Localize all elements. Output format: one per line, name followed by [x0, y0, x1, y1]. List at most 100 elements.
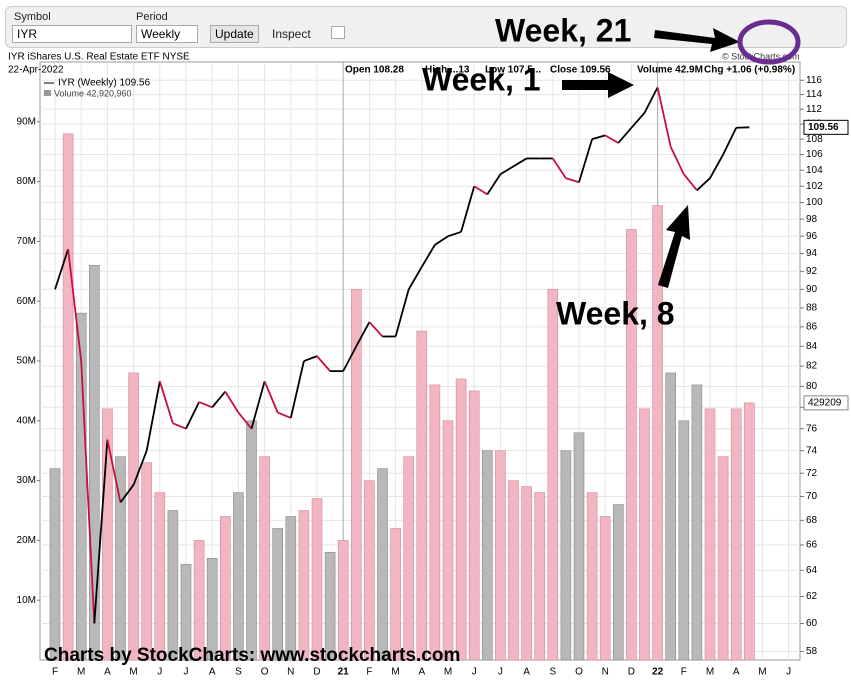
volume-bar	[49, 468, 61, 661]
volume-bar	[481, 450, 493, 661]
y2-tick-label: 10M	[17, 595, 36, 606]
price-segment	[499, 165, 514, 175]
price-segment	[683, 173, 698, 191]
price-segment	[578, 138, 593, 183]
volume-bar	[599, 516, 611, 661]
x-tick-label: O	[261, 667, 269, 678]
y2-tick-label: 80M	[17, 176, 36, 187]
volume-bar	[521, 486, 532, 661]
footer-credit: Charts by StockCharts: www.stockcharts.c…	[44, 645, 460, 666]
volume-bar	[573, 432, 585, 661]
volume-bar	[560, 450, 572, 661]
x-tick-label: M	[129, 667, 137, 678]
volume-bar	[691, 384, 703, 661]
volume-bar	[730, 408, 742, 661]
chart-title: IYR iShares U.S. Real Estate ETF NYSE	[8, 52, 190, 63]
volume-bar	[285, 516, 297, 661]
volume-bar	[89, 265, 100, 661]
x-tick-label: M	[77, 667, 85, 678]
volume-bar	[75, 312, 87, 661]
inspect-label[interactable]: Inspect	[272, 27, 311, 41]
volume-bar	[62, 133, 74, 661]
y-tick-label: 102	[806, 181, 823, 192]
volume-bar	[416, 330, 428, 661]
x-tick-label: O	[575, 667, 583, 678]
price-segment	[106, 439, 122, 503]
x-tick-label: A	[523, 667, 530, 678]
quote-field: Low 107.5...	[485, 65, 541, 76]
y2-tick-label: 30M	[17, 475, 36, 486]
y-tick-label: 88	[806, 303, 818, 314]
x-tick-label: D	[313, 667, 320, 678]
volume-bar	[350, 288, 362, 661]
y2-tick-label: 50M	[17, 356, 36, 367]
x-tick-label: J	[472, 667, 477, 678]
y-tick-label: 68	[806, 515, 818, 526]
y-tick-label: 60	[806, 618, 818, 629]
price-segment	[643, 86, 659, 114]
symbol-label: Symbol	[14, 11, 51, 23]
quote-field: Chg +1.06 (+0.98%)	[704, 65, 795, 76]
price-segment	[394, 289, 410, 337]
x-tick-label: D	[628, 667, 635, 678]
y2-tick-label: 90M	[17, 116, 36, 127]
last-price-label: 109.56	[808, 122, 839, 133]
volume-bar	[468, 390, 480, 661]
price-segment	[447, 231, 462, 238]
price-segment	[669, 146, 685, 175]
arrow	[562, 72, 634, 98]
price-segment	[342, 345, 358, 372]
price-segment	[630, 112, 646, 129]
volume-bar	[442, 420, 454, 661]
volume-bar	[508, 480, 519, 661]
price-segment	[185, 401, 200, 430]
period-select[interactable]: Weekly	[136, 25, 198, 43]
period-label: Period	[136, 11, 168, 23]
quote-field: Open 108.28	[345, 65, 404, 76]
price-segment	[696, 177, 711, 191]
chart-date: 22-Apr-2022	[8, 65, 64, 76]
last-volume-label: 429209	[808, 398, 842, 409]
highlight-circle	[737, 19, 801, 65]
x-tick-label: J	[157, 667, 162, 678]
toolbar: Symbol IYR Period Weekly Update Inspect	[5, 6, 847, 48]
price-segment	[709, 154, 724, 179]
volume-bar	[390, 528, 401, 661]
y-tick-label: 106	[806, 149, 823, 160]
y-tick-label: 100	[806, 197, 823, 208]
price-segment	[604, 134, 619, 144]
price-segment	[80, 361, 96, 624]
update-button[interactable]: Update	[210, 25, 259, 43]
volume-bar	[102, 408, 113, 661]
price-segment	[158, 381, 174, 424]
volume-bar	[639, 408, 650, 661]
y-tick-label: 116	[806, 75, 822, 86]
arrow	[654, 28, 740, 52]
y-tick-label: 62	[806, 591, 818, 602]
y2-tick-label: 20M	[17, 535, 36, 546]
quote-field: Volume 42.9M	[637, 65, 703, 76]
y-tick-label: 70	[806, 491, 818, 502]
x-tick-label: M	[758, 667, 766, 678]
x-tick-label: A	[104, 667, 111, 678]
quote-field: Close 109.56	[550, 65, 611, 76]
price-segment	[289, 360, 305, 419]
x-tick-label: J	[184, 667, 189, 678]
x-tick-label: S	[235, 667, 242, 678]
inspect-checkbox[interactable]	[331, 26, 345, 39]
x-tick-label: A	[209, 667, 216, 678]
symbol-input[interactable]: IYR	[12, 25, 132, 43]
legend-swatch	[44, 90, 51, 96]
volume-bar	[311, 498, 323, 661]
price-segment	[486, 173, 502, 195]
price-segment	[277, 411, 292, 419]
price-segment	[421, 244, 436, 268]
x-tick-label: M	[391, 667, 399, 678]
y-tick-label: 64	[806, 565, 818, 576]
annotation: Week, 21	[495, 12, 631, 48]
price-segment	[211, 391, 226, 408]
y-tick-label: 58	[806, 646, 818, 657]
x-tick-label: M	[444, 667, 452, 678]
volume-bar	[377, 468, 388, 661]
